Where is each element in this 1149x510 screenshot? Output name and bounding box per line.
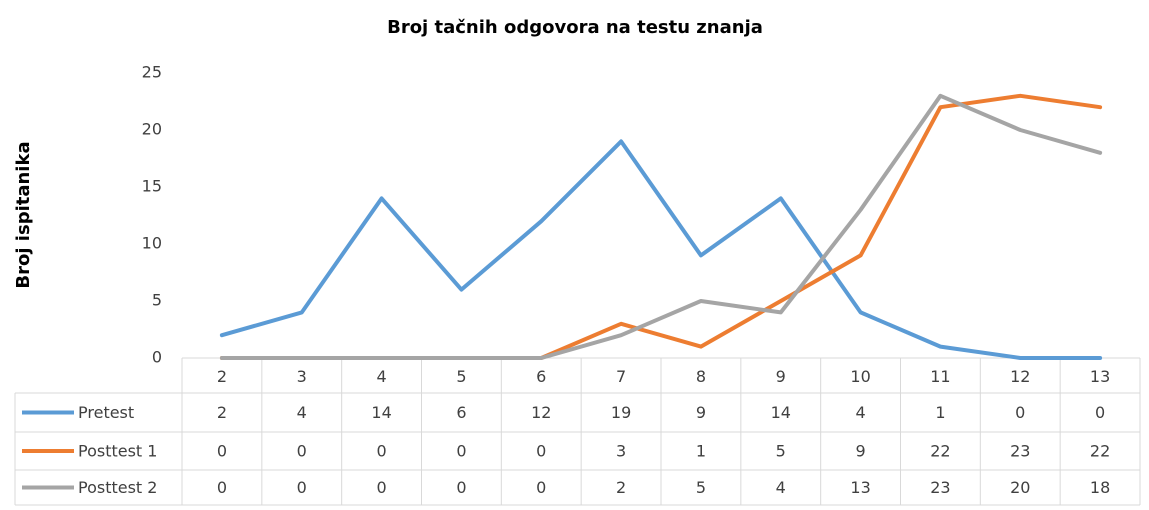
table-value: 14 — [771, 403, 791, 422]
y-tick-label: 0 — [152, 348, 162, 367]
y-tick-label: 25 — [142, 63, 162, 82]
x-tick-label: 7 — [616, 367, 626, 386]
table-value: 0 — [536, 442, 546, 461]
x-tick-label: 11 — [930, 367, 950, 386]
table-value: 13 — [850, 478, 870, 497]
table-value: 5 — [696, 478, 706, 497]
x-tick-label: 2 — [217, 367, 227, 386]
x-tick-label: 9 — [776, 367, 786, 386]
table-value: 0 — [456, 442, 466, 461]
x-tick-label: 6 — [536, 367, 546, 386]
table-value: 19 — [611, 403, 631, 422]
table-value: 2 — [616, 478, 626, 497]
y-tick-label: 5 — [152, 291, 162, 310]
legend-label: Posttest 1 — [78, 442, 157, 461]
table-value: 5 — [776, 442, 786, 461]
y-tick-label: 20 — [142, 120, 162, 139]
table-value: 9 — [696, 403, 706, 422]
table-value: 23 — [930, 478, 950, 497]
x-tick-label: 4 — [376, 367, 386, 386]
table-value: 3 — [616, 442, 626, 461]
table-value: 22 — [930, 442, 950, 461]
y-tick-label: 15 — [142, 177, 162, 196]
table-value: 6 — [456, 403, 466, 422]
chart-title: Broj tačnih odgovora na testu znanja — [387, 17, 763, 38]
table-value: 9 — [855, 442, 865, 461]
table-value: 0 — [376, 478, 386, 497]
table-value: 0 — [297, 478, 307, 497]
y-axis-label: Broj ispitanika — [13, 141, 34, 288]
table-value: 1 — [696, 442, 706, 461]
table-value: 20 — [1010, 478, 1030, 497]
table-value: 4 — [297, 403, 307, 422]
legend-label: Pretest — [78, 403, 134, 422]
x-tick-label: 13 — [1090, 367, 1110, 386]
table-value: 12 — [531, 403, 551, 422]
table-value: 0 — [376, 442, 386, 461]
series-line — [219, 93, 1103, 360]
x-tick-label: 5 — [456, 367, 466, 386]
series-line — [219, 139, 1103, 360]
x-tick-label: 8 — [696, 367, 706, 386]
y-tick-label: 10 — [142, 234, 162, 253]
x-tick-label: 12 — [1010, 367, 1030, 386]
table-value: 0 — [1015, 403, 1025, 422]
table-value: 0 — [536, 478, 546, 497]
table-value: 0 — [456, 478, 466, 497]
x-tick-label: 3 — [297, 367, 307, 386]
table-value: 4 — [855, 403, 865, 422]
table-value: 14 — [371, 403, 391, 422]
table-value: 0 — [1095, 403, 1105, 422]
x-tick-label: 10 — [850, 367, 870, 386]
table-value: 4 — [776, 478, 786, 497]
legend-label: Posttest 2 — [78, 478, 157, 497]
table-value: 2 — [217, 403, 227, 422]
table-value: 18 — [1090, 478, 1110, 497]
table-value: 0 — [217, 478, 227, 497]
table-value: 1 — [935, 403, 945, 422]
table-value: 22 — [1090, 442, 1110, 461]
table-value: 23 — [1010, 442, 1030, 461]
table-value: 0 — [297, 442, 307, 461]
table-value: 0 — [217, 442, 227, 461]
